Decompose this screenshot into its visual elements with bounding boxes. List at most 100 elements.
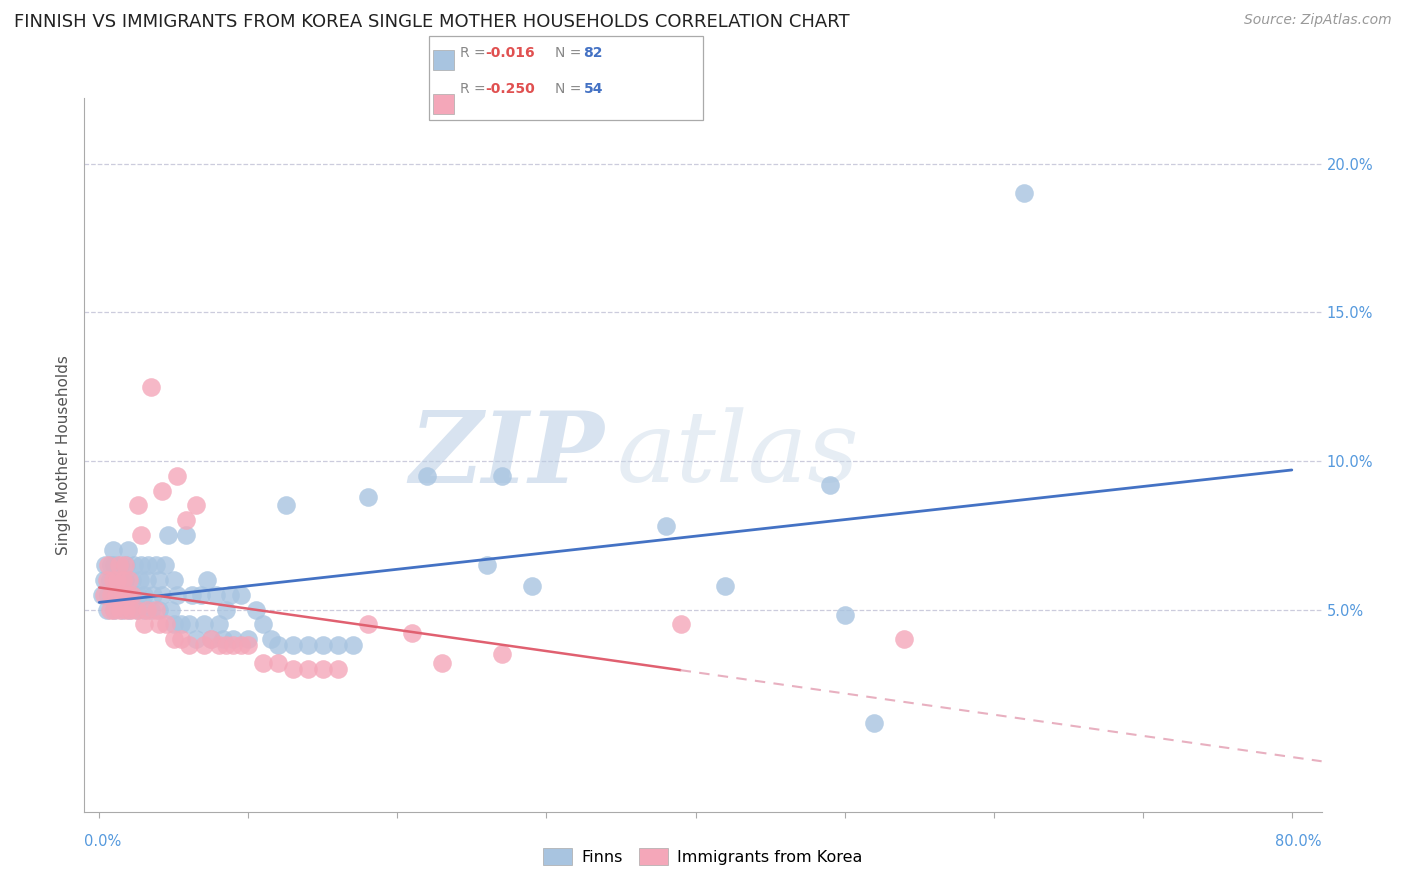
Point (114, 558, 136, 572)
Point (93, 573, 115, 587)
Point (150, 588, 173, 602)
Text: 82: 82 (583, 46, 603, 61)
Point (142, 588, 165, 602)
Point (229, 588, 252, 602)
Point (100, 558, 122, 572)
Point (245, 602, 267, 616)
Point (111, 588, 134, 602)
Point (115, 602, 138, 616)
Point (98, 573, 121, 587)
Point (136, 573, 159, 587)
Point (669, 617, 692, 632)
Point (97, 588, 120, 602)
Point (215, 602, 238, 616)
Point (267, 638, 290, 652)
Point (91, 588, 114, 602)
Point (148, 617, 170, 632)
Point (207, 638, 229, 652)
Point (107, 558, 129, 572)
Point (834, 608, 856, 623)
Point (312, 638, 335, 652)
Point (114, 573, 136, 587)
Point (215, 638, 238, 652)
Point (281, 662, 304, 676)
Point (342, 638, 364, 652)
Point (97, 558, 120, 572)
Point (148, 573, 170, 587)
Point (177, 638, 200, 652)
Point (105, 573, 128, 587)
Point (94, 558, 117, 572)
Y-axis label: Single Mother Households: Single Mother Households (56, 355, 72, 555)
Point (166, 588, 188, 602)
Point (125, 602, 148, 616)
Point (222, 632, 245, 647)
Point (229, 638, 252, 652)
Point (326, 662, 349, 676)
Point (127, 499, 149, 513)
Point (491, 468, 513, 483)
Point (155, 617, 177, 632)
Point (112, 573, 135, 587)
Point (120, 602, 142, 616)
Point (153, 558, 176, 572)
Point (150, 483, 173, 498)
Text: atlas: atlas (616, 408, 859, 502)
Point (112, 588, 135, 602)
Point (520, 579, 543, 593)
Point (125, 602, 148, 616)
Point (174, 513, 197, 527)
Point (174, 528, 197, 542)
Point (252, 656, 274, 670)
Text: FINNISH VS IMMIGRANTS FROM KOREA SINGLE MOTHER HOUSEHOLDS CORRELATION CHART: FINNISH VS IMMIGRANTS FROM KOREA SINGLE … (14, 13, 849, 31)
Point (138, 558, 160, 572)
Point (121, 588, 143, 602)
Point (204, 588, 226, 602)
Point (818, 477, 841, 491)
Point (207, 617, 229, 632)
Point (93, 588, 115, 602)
Point (156, 528, 179, 542)
Point (430, 656, 453, 670)
Point (212, 632, 235, 647)
Point (200, 632, 222, 647)
Point (129, 528, 152, 542)
Point (416, 468, 439, 483)
Point (122, 558, 145, 572)
Point (127, 588, 149, 602)
Point (132, 617, 155, 632)
Point (132, 602, 155, 616)
Point (145, 558, 167, 572)
Point (356, 617, 378, 632)
Point (219, 588, 242, 602)
Point (863, 715, 886, 730)
Point (491, 647, 513, 661)
Point (141, 602, 163, 616)
Point (115, 558, 138, 572)
Point (166, 468, 188, 483)
Point (96, 602, 118, 616)
Point (98, 602, 121, 616)
Point (105, 588, 128, 602)
Text: 80.0%: 80.0% (1275, 834, 1322, 849)
Text: R =: R = (460, 46, 489, 61)
Point (145, 602, 167, 616)
Point (118, 588, 141, 602)
Point (267, 656, 290, 670)
Text: Source: ZipAtlas.com: Source: ZipAtlas.com (1244, 13, 1392, 28)
Point (117, 588, 139, 602)
Text: 0.0%: 0.0% (84, 834, 121, 849)
Point (281, 638, 304, 652)
Point (117, 543, 139, 558)
Text: ZIP: ZIP (409, 407, 605, 503)
Point (103, 558, 125, 572)
Point (103, 573, 125, 587)
Point (100, 588, 122, 602)
Point (129, 558, 152, 572)
Point (252, 617, 274, 632)
Point (163, 573, 186, 587)
Point (297, 638, 319, 652)
Point (103, 588, 125, 602)
Point (190, 588, 212, 602)
Point (163, 617, 186, 632)
